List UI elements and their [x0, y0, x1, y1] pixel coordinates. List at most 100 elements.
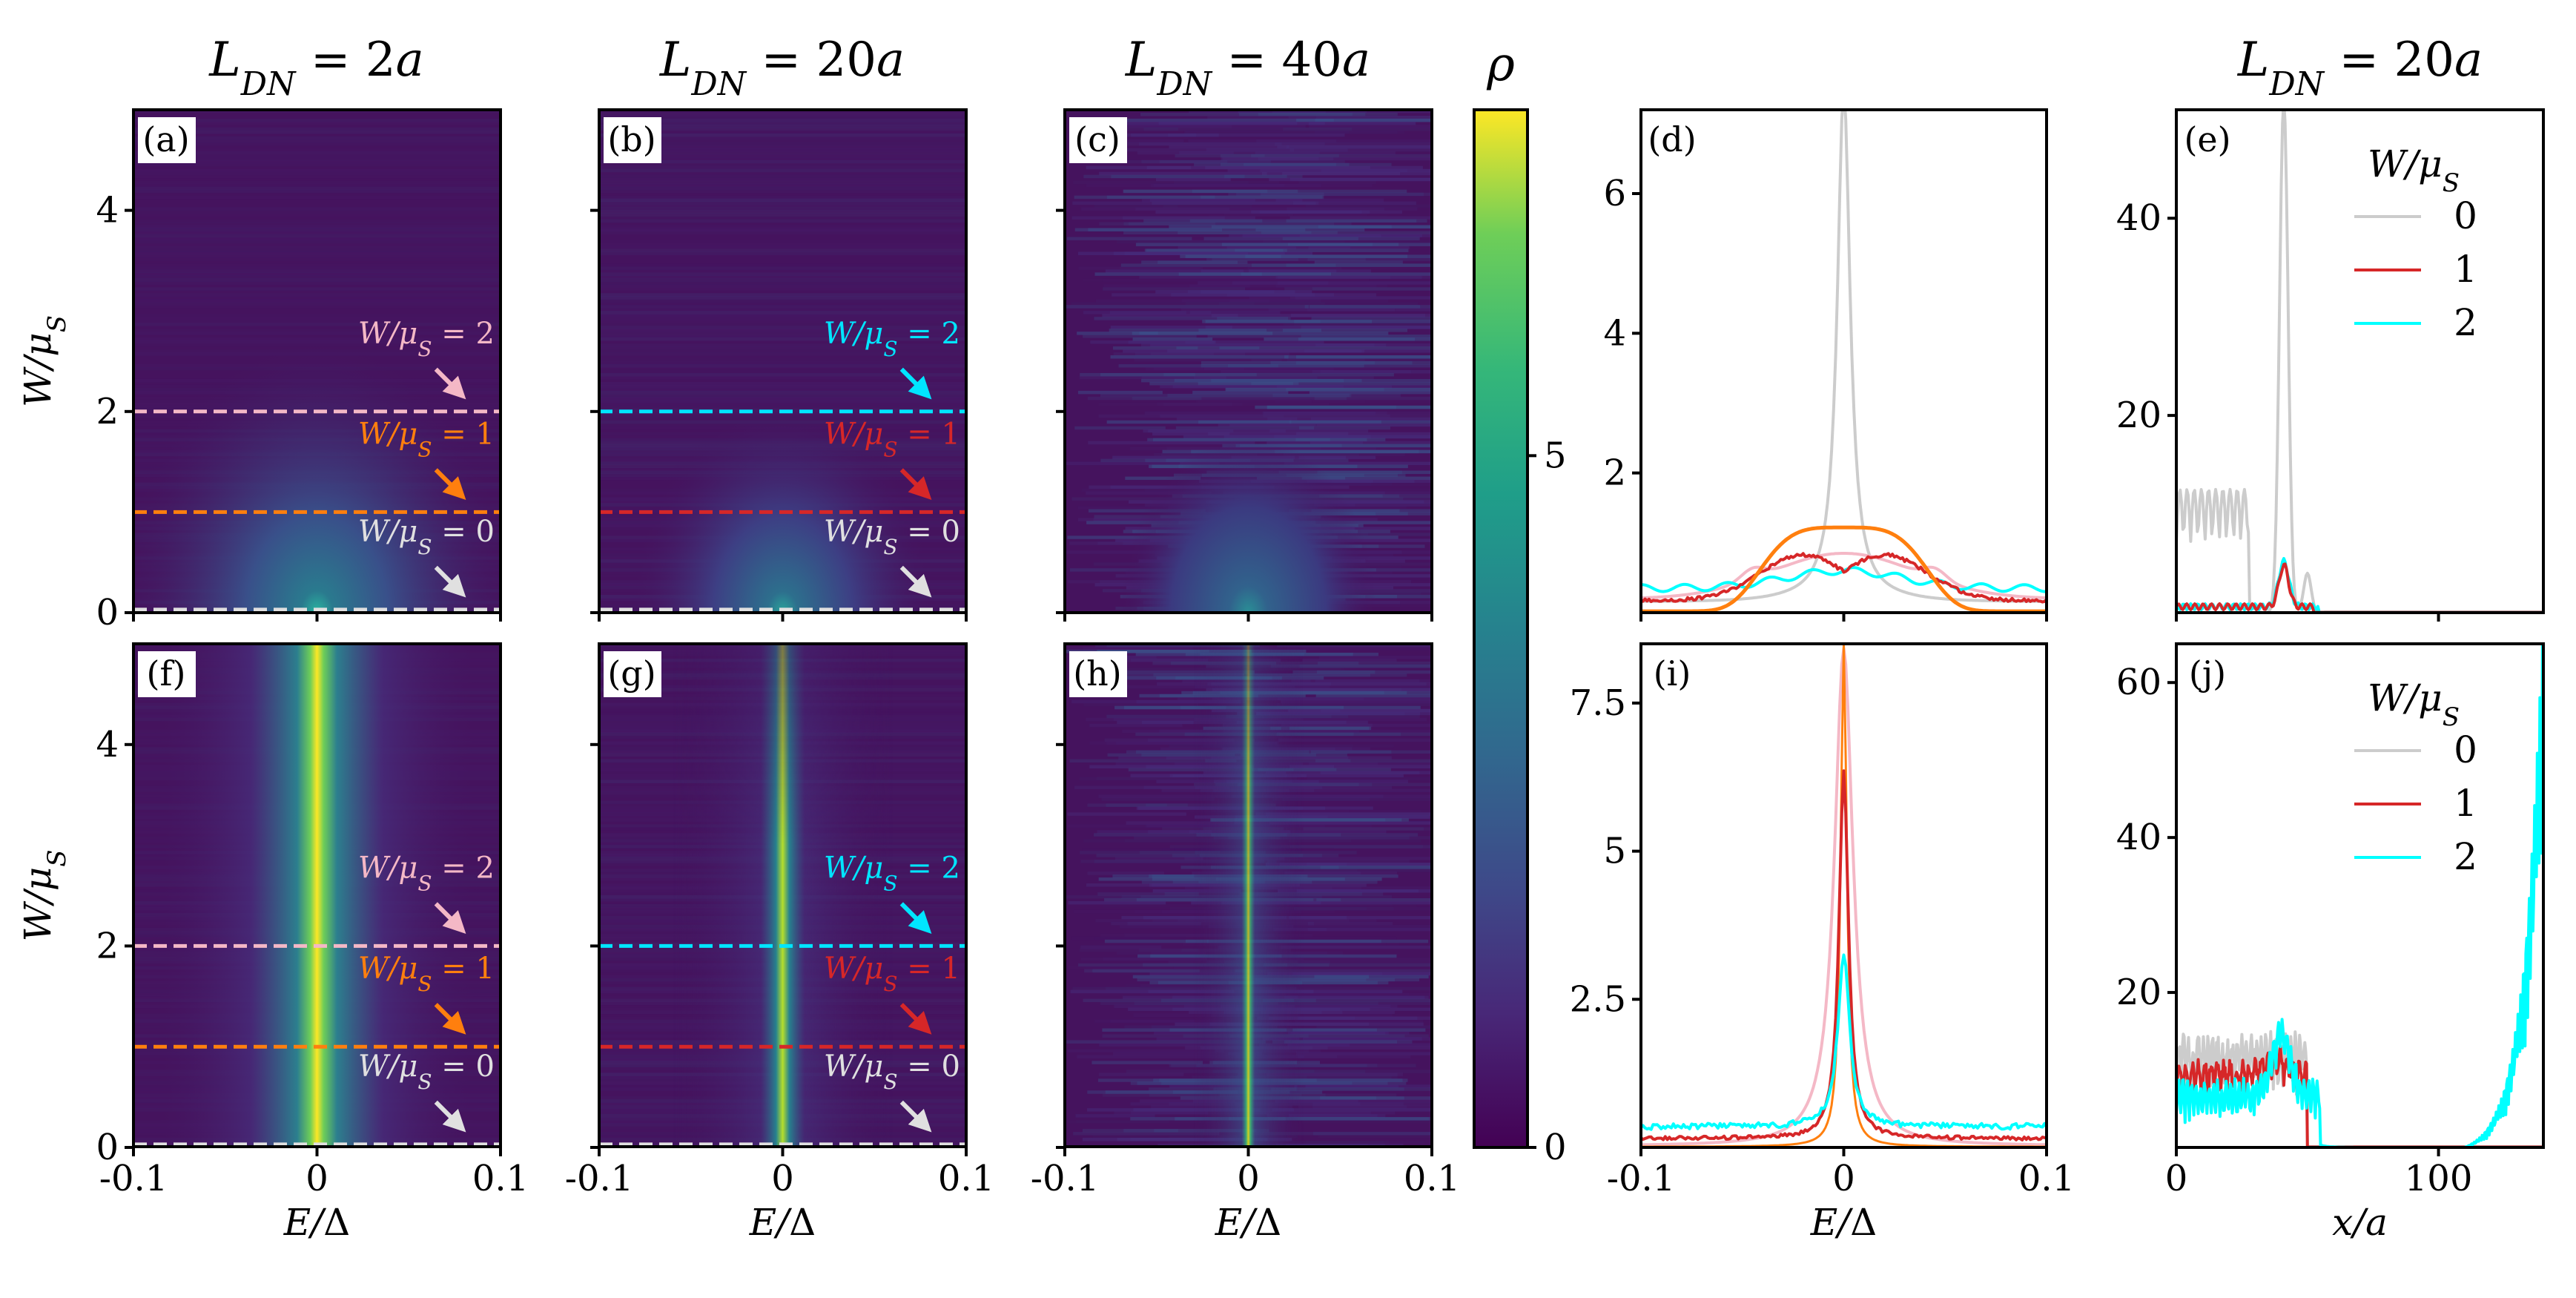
noise-stripe [1092, 1061, 1203, 1064]
noise-stripe [1266, 942, 1344, 946]
panel-label: (b) [607, 119, 655, 159]
dos-fan [599, 110, 966, 613]
noise-stripe [1101, 797, 1215, 801]
noise-stripe [1318, 1135, 1432, 1139]
y-axis-label: W/μS [16, 315, 72, 407]
noise-stripe [1105, 1090, 1238, 1094]
noise-stripe [1310, 750, 1432, 754]
noise-stripe [1212, 688, 1432, 692]
column-title-2: LDN = 20a [659, 33, 905, 103]
noise-stripe [1113, 1052, 1263, 1055]
noise-stripe [1275, 1099, 1358, 1103]
noise-stripe [1095, 644, 1261, 648]
series-line [2176, 110, 2543, 613]
noise-stripe [1086, 883, 1301, 887]
noise-stripe [1236, 1007, 1432, 1012]
noise-stripe [1087, 803, 1167, 807]
noise-stripe [1318, 661, 1432, 665]
noise-stripe [1221, 992, 1410, 997]
noise-stripe [1255, 812, 1432, 816]
x-axis-label: E/Δ [1215, 1201, 1281, 1244]
noise-stripe [1284, 1040, 1398, 1044]
x-tick-label: -0.1 [99, 1158, 168, 1199]
noise-stripe [1080, 957, 1304, 961]
noise-stripe [1282, 797, 1432, 801]
colorbar-tick-label: 0 [1544, 1127, 1567, 1168]
noise-stripe [1269, 1016, 1432, 1021]
x-tick-label: 0.1 [472, 1158, 529, 1199]
noise-stripe [1312, 1105, 1432, 1109]
noise-stripe [1139, 851, 1221, 854]
noise-stripe [1072, 986, 1297, 991]
noise-stripe [1228, 981, 1389, 985]
panel-frame [132, 642, 502, 1148]
noise-stripe [1229, 1034, 1429, 1038]
x-tick-label: 0.1 [938, 1158, 994, 1199]
noise-stripe [1098, 794, 1222, 798]
noise-stripe [1196, 1064, 1416, 1067]
noise-stripe [1289, 845, 1432, 849]
noise-stripe [1223, 1010, 1395, 1015]
noise-stripe [1252, 768, 1391, 771]
heatmap-panel-g: W/μS = 2 W/μS = 1 W/μS = 0 (g) -0.1 0 0.1 [565, 642, 994, 1199]
noise-stripe [1083, 702, 1199, 707]
noise-stripe [1316, 1025, 1432, 1029]
heatmap-panel-a: W/μS = 2 W/μS = 1 W/μS = 0 (a) 0 2 4 W/μS [16, 108, 502, 633]
x-tick-label: -0.1 [565, 1158, 634, 1199]
noise-stripe [1139, 1099, 1236, 1103]
noise-stripe [1221, 900, 1432, 905]
noise-stripe [1103, 903, 1230, 908]
noise-stripe [1266, 1114, 1378, 1118]
noise-stripe [1267, 860, 1410, 863]
noise-stripe [1212, 1070, 1432, 1073]
panel-frame [1063, 642, 1433, 1148]
noise-stripe [1266, 1073, 1398, 1076]
noise-stripe [1257, 1016, 1355, 1021]
level-annotation: W/μS = 2 [824, 317, 960, 361]
noise-stripe [1255, 711, 1432, 716]
noise-stripe [1203, 827, 1424, 831]
noise-stripe [1094, 1019, 1225, 1023]
noise-stripe [1231, 794, 1384, 798]
noise-stripe [1080, 945, 1162, 949]
noise-stripe [1209, 1022, 1424, 1026]
noise-stripe [1263, 998, 1432, 1003]
noise-stripe [1321, 708, 1432, 713]
noise-stripe [1099, 1073, 1184, 1076]
noise-stripe [1220, 691, 1432, 695]
noise-stripe [1219, 1093, 1397, 1097]
series-line [2176, 556, 2543, 613]
noise-stripe [1211, 809, 1432, 813]
noise-stripe [1065, 895, 1251, 899]
noise-stripe [1242, 886, 1432, 890]
colorbar-label: ρ [1486, 37, 1515, 92]
noise-stripe [1206, 939, 1429, 943]
level-annotation: W/μS = 2 [358, 851, 495, 895]
noise-stripe [1192, 1099, 1432, 1103]
noise-stripe [1272, 1108, 1432, 1112]
noise-stripe [1066, 1040, 1266, 1044]
zero-mode-line [151, 644, 483, 1147]
noise-stripe [1067, 1049, 1225, 1052]
noise-stripe [1258, 685, 1432, 689]
noise-stripe [1281, 702, 1432, 707]
noise-stripe [1292, 670, 1375, 674]
y-tick-label: 0 [96, 592, 119, 633]
level-annotation: W/μS = 1 [358, 952, 495, 996]
noise-stripe [1251, 978, 1396, 982]
noise-stripe [1069, 759, 1237, 763]
zero-mode-line [673, 644, 893, 1147]
noise-stripe [1118, 756, 1249, 760]
x-axis-label: E/Δ [283, 1201, 350, 1244]
noise-stripe [1307, 927, 1432, 932]
noise-stripe [1298, 1016, 1418, 1021]
noise-stripe [1288, 839, 1421, 843]
column-title-1: LDN = 2a [208, 33, 423, 103]
annotation-arrow [434, 468, 466, 501]
panel-label: (c) [1074, 119, 1120, 159]
x-axis-label: x/a [2332, 1201, 2388, 1244]
level-annotation: W/μS = 1 [824, 952, 960, 996]
noise-stripe [1302, 658, 1397, 662]
noise-stripe [1106, 644, 1246, 648]
noise-stripe [1065, 649, 1252, 653]
